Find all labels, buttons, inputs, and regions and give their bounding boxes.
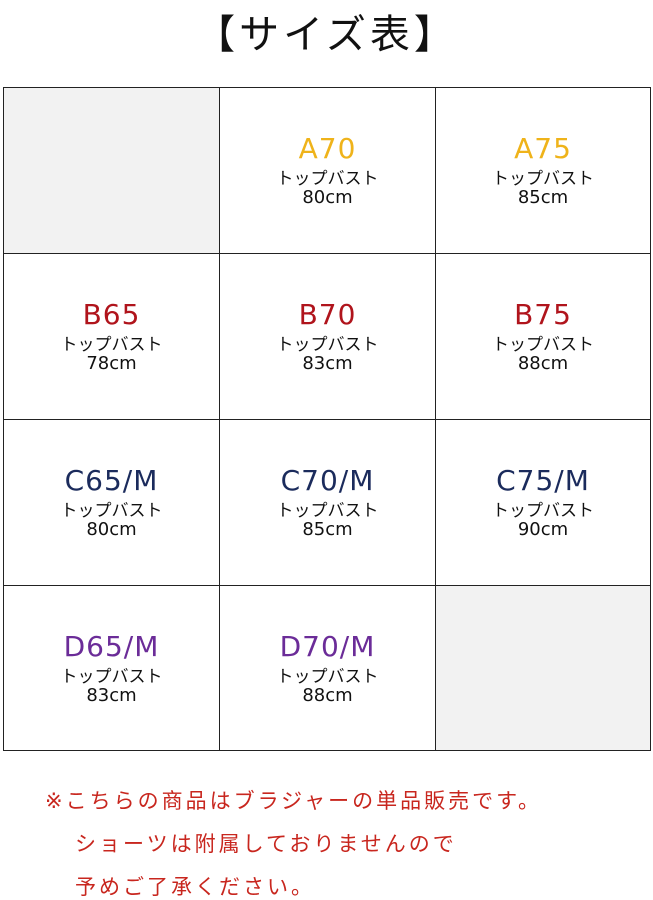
title: 【サイズ表】	[195, 12, 458, 58]
measure-label: トップバスト	[60, 667, 163, 687]
measure-value: 83cm	[302, 353, 353, 374]
measure-value: 90cm	[517, 519, 569, 540]
measure-label: トップバスト	[60, 501, 163, 521]
measure-value: 78cm	[86, 353, 137, 374]
measure-label: トップバスト	[492, 335, 594, 355]
size-label: C65/M	[64, 464, 159, 497]
size-label: A75	[514, 132, 572, 165]
size-table: A70 トップバスト 80cm A75 トップバスト 85cm B65 トップバスト 78cm B…	[3, 87, 651, 751]
table-cell: D65/M トップバスト 83cm	[3, 585, 220, 751]
table-cell	[435, 585, 651, 751]
table-cell: A75 トップバスト 85cm	[435, 87, 651, 254]
note-line: ※こちらの商品はブラジャーの単品販売です。	[45, 789, 543, 813]
size-label: D70/M	[279, 630, 376, 663]
table-cell: A70 トップバスト 80cm	[219, 87, 436, 254]
size-label: C75/M	[496, 464, 590, 497]
table-cell: C65/M トップバスト 80cm	[3, 419, 220, 586]
measure-label: トップバスト	[276, 169, 379, 189]
measure-label: トップバスト	[492, 501, 594, 521]
note-line: 予めご了承ください。	[75, 875, 315, 899]
size-label: B70	[298, 298, 357, 331]
measure-value: 85cm	[302, 519, 353, 540]
measure-label: トップバスト	[276, 501, 379, 521]
table-cell: B65 トップバスト 78cm	[3, 253, 220, 420]
table-cell: B70 トップバスト 83cm	[219, 253, 436, 420]
table-cell	[3, 87, 220, 254]
table-cell: B75 トップバスト 88cm	[435, 253, 651, 420]
measure-value: 88cm	[517, 353, 569, 374]
size-label: B75	[514, 298, 572, 331]
table-cell: C75/M トップバスト 90cm	[435, 419, 651, 586]
measure-label: トップバスト	[276, 335, 379, 355]
measure-label: トップバスト	[492, 169, 594, 189]
measure-value: 88cm	[302, 685, 353, 706]
measure-value: 80cm	[86, 519, 137, 540]
table-cell: D70/M トップバスト 88cm	[219, 585, 436, 751]
measure-value: 83cm	[86, 685, 137, 706]
size-label: B65	[82, 298, 141, 331]
table-cell: C70/M トップバスト 85cm	[219, 419, 436, 586]
measure-value: 85cm	[517, 187, 569, 208]
size-label: D65/M	[63, 630, 160, 663]
size-label: A70	[298, 132, 357, 165]
size-label: C70/M	[280, 464, 375, 497]
measure-label: トップバスト	[276, 667, 379, 687]
note-line: ショーツは附属しておりませんので	[75, 832, 457, 856]
measure-value: 80cm	[302, 187, 353, 208]
measure-label: トップバスト	[60, 335, 163, 355]
